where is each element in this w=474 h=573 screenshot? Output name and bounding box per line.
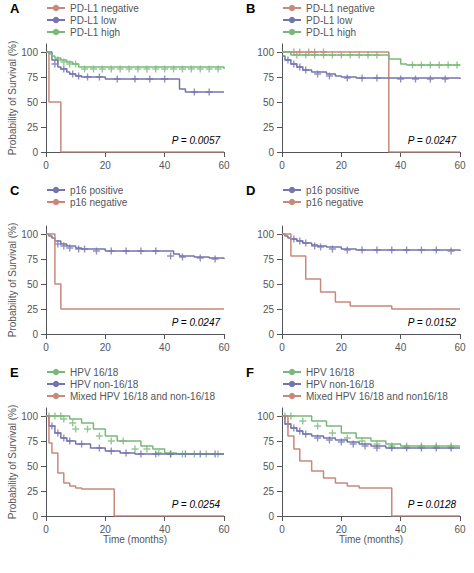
svg-text:HPV 16/18: HPV 16/18 [306, 367, 355, 378]
svg-text:Probability of Survival (%): Probability of Survival (%) [7, 405, 18, 519]
svg-text:40: 40 [159, 160, 171, 171]
svg-text:60: 60 [454, 160, 466, 171]
svg-text:75: 75 [263, 72, 275, 83]
svg-text:20: 20 [336, 342, 348, 353]
svg-text:Mixed HPV 16/18 and non-16/18: Mixed HPV 16/18 and non-16/18 [70, 391, 216, 402]
svg-text:25: 25 [263, 304, 275, 315]
svg-text:P = 0.0247: P = 0.0247 [172, 317, 221, 328]
svg-text:HPV non-16/18: HPV non-16/18 [70, 379, 139, 390]
svg-text:0: 0 [268, 511, 274, 522]
svg-text:50: 50 [263, 279, 275, 290]
svg-text:40: 40 [395, 160, 407, 171]
svg-text:40: 40 [159, 524, 171, 535]
svg-text:Time (months): Time (months) [339, 534, 403, 545]
svg-text:0: 0 [268, 147, 274, 158]
svg-text:75: 75 [27, 436, 39, 447]
svg-text:PD-L1 negative: PD-L1 negative [306, 3, 375, 14]
svg-text:60: 60 [218, 524, 230, 535]
svg-text:PD-L1 low: PD-L1 low [306, 15, 353, 26]
svg-text:50: 50 [263, 97, 275, 108]
svg-text:40: 40 [395, 524, 407, 535]
svg-text:20: 20 [100, 524, 112, 535]
svg-text:0: 0 [43, 524, 49, 535]
svg-text:P = 0.0254: P = 0.0254 [172, 499, 221, 510]
svg-text:p16 positive: p16 positive [70, 185, 124, 196]
svg-text:40: 40 [159, 342, 171, 353]
svg-text:PD-L1 high: PD-L1 high [70, 27, 120, 38]
svg-text:75: 75 [27, 254, 39, 265]
svg-text:0: 0 [32, 329, 38, 340]
svg-text:HPV non-16/18: HPV non-16/18 [306, 379, 375, 390]
svg-text:75: 75 [263, 436, 275, 447]
svg-text:Mixed HPV 16/18 and non16/18: Mixed HPV 16/18 and non16/18 [306, 391, 448, 402]
svg-text:A: A [10, 1, 20, 16]
svg-text:0: 0 [268, 329, 274, 340]
svg-text:25: 25 [27, 486, 39, 497]
svg-text:0: 0 [43, 160, 49, 171]
svg-text:p16 negative: p16 negative [70, 197, 128, 208]
svg-text:25: 25 [263, 486, 275, 497]
svg-text:100: 100 [21, 229, 38, 240]
svg-text:100: 100 [21, 47, 38, 58]
svg-text:20: 20 [336, 160, 348, 171]
svg-text:20: 20 [100, 160, 112, 171]
svg-text:0: 0 [32, 511, 38, 522]
svg-text:PD-L1 high: PD-L1 high [306, 27, 356, 38]
svg-text:HPV 16/18: HPV 16/18 [70, 367, 119, 378]
svg-text:60: 60 [454, 342, 466, 353]
svg-text:60: 60 [218, 160, 230, 171]
svg-text:75: 75 [263, 254, 275, 265]
svg-text:25: 25 [27, 304, 39, 315]
svg-text:25: 25 [263, 122, 275, 133]
svg-text:p16 negative: p16 negative [306, 197, 364, 208]
svg-text:20: 20 [336, 524, 348, 535]
svg-text:Probability of Survival (%): Probability of Survival (%) [7, 41, 18, 155]
svg-text:50: 50 [27, 279, 39, 290]
svg-text:100: 100 [21, 411, 38, 422]
svg-text:50: 50 [27, 461, 39, 472]
svg-text:100: 100 [257, 411, 274, 422]
svg-text:0: 0 [43, 342, 49, 353]
svg-text:50: 50 [263, 461, 275, 472]
svg-text:40: 40 [395, 342, 407, 353]
svg-text:Probability of Survival (%): Probability of Survival (%) [7, 223, 18, 337]
svg-text:P = 0.0152: P = 0.0152 [408, 317, 457, 328]
svg-text:PD-L1 negative: PD-L1 negative [70, 3, 139, 14]
svg-text:Time (months): Time (months) [103, 534, 167, 545]
svg-text:PD-L1 low: PD-L1 low [70, 15, 117, 26]
svg-text:0: 0 [279, 160, 285, 171]
svg-text:P = 0.0128: P = 0.0128 [408, 499, 457, 510]
svg-text:E: E [10, 365, 19, 380]
svg-text:0: 0 [32, 147, 38, 158]
svg-text:60: 60 [218, 342, 230, 353]
svg-text:100: 100 [257, 47, 274, 58]
svg-text:60: 60 [454, 524, 466, 535]
svg-text:P = 0.0247: P = 0.0247 [408, 135, 457, 146]
svg-text:100: 100 [257, 229, 274, 240]
svg-text:F: F [246, 365, 254, 380]
svg-text:P = 0.0057: P = 0.0057 [172, 135, 221, 146]
svg-text:25: 25 [27, 122, 39, 133]
svg-text:p16 positive: p16 positive [306, 185, 360, 196]
svg-text:C: C [10, 183, 20, 198]
svg-text:20: 20 [100, 342, 112, 353]
svg-text:D: D [246, 183, 255, 198]
svg-text:75: 75 [27, 72, 39, 83]
svg-text:0: 0 [279, 524, 285, 535]
svg-text:50: 50 [27, 97, 39, 108]
svg-text:B: B [246, 1, 255, 16]
svg-text:0: 0 [279, 342, 285, 353]
